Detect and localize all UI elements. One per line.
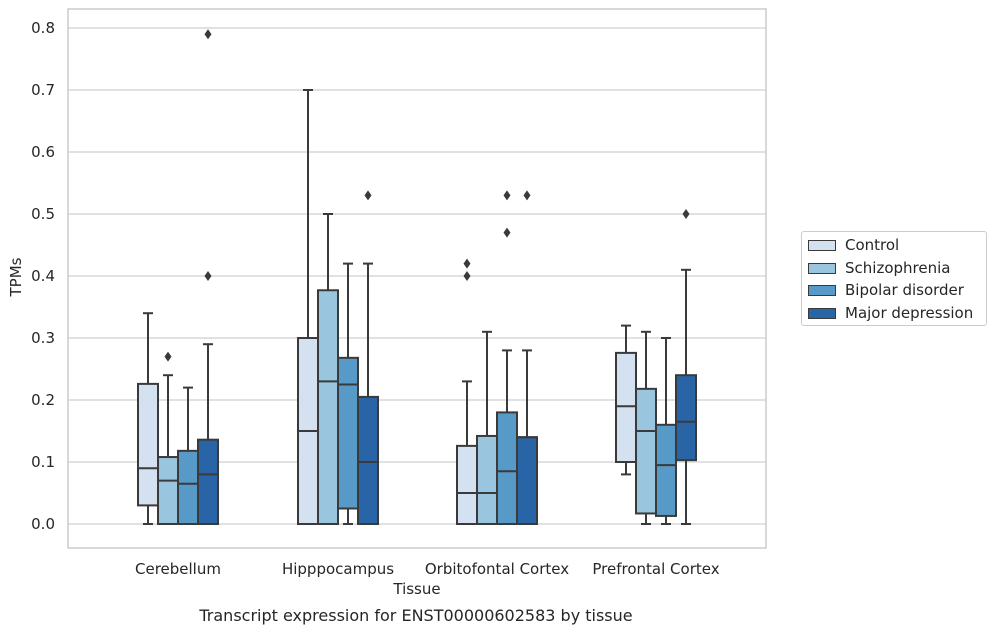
outlier-marker bbox=[364, 190, 372, 201]
box bbox=[177, 449, 199, 525]
box bbox=[615, 351, 637, 464]
legend-swatch-depression bbox=[808, 307, 836, 319]
box bbox=[157, 456, 179, 526]
outlier-marker bbox=[463, 258, 471, 269]
legend-label-depression: Major depression bbox=[845, 304, 974, 322]
box bbox=[675, 374, 697, 462]
box bbox=[317, 289, 339, 526]
box bbox=[516, 436, 538, 526]
y-tick-label: 0.3 bbox=[31, 329, 55, 347]
outlier-marker bbox=[503, 227, 511, 238]
box bbox=[655, 423, 677, 517]
x-axis-label: Tissue bbox=[393, 580, 441, 598]
box bbox=[137, 382, 159, 507]
x-tick-label: Prefrontal Cortex bbox=[592, 560, 719, 578]
outlier-marker bbox=[204, 271, 212, 281]
box bbox=[357, 395, 379, 525]
box bbox=[456, 444, 478, 526]
legend-swatch-bipolar bbox=[808, 284, 836, 296]
y-tick-label: 0.6 bbox=[31, 143, 55, 161]
x-tick-label: Orbitofontal Cortex bbox=[425, 560, 569, 578]
legend: Control Schizophrenia Bipolar disorder M… bbox=[801, 231, 987, 326]
legend-swatch-control bbox=[808, 239, 836, 251]
x-tick-label: Hipppocampus bbox=[282, 560, 394, 578]
legend-item-bipolar: Bipolar disorder bbox=[808, 281, 964, 299]
box bbox=[337, 356, 359, 510]
y-tick-label: 0.0 bbox=[31, 515, 55, 533]
outlier-marker bbox=[164, 351, 172, 362]
y-tick-label: 0.2 bbox=[31, 391, 55, 409]
y-tick-label: 0.4 bbox=[31, 267, 55, 285]
y-tick-label: 0.7 bbox=[31, 81, 55, 99]
box bbox=[496, 411, 518, 525]
outlier-marker bbox=[682, 209, 690, 219]
outlier-marker bbox=[523, 190, 531, 201]
legend-label-bipolar: Bipolar disorder bbox=[845, 281, 964, 299]
y-axis-label: TPMs bbox=[7, 257, 25, 297]
figure-caption: Transcript expression for ENST0000060258… bbox=[199, 606, 633, 625]
legend-label-control: Control bbox=[845, 236, 900, 254]
legend-swatch-schizophrenia bbox=[808, 262, 836, 274]
box bbox=[197, 438, 219, 525]
box bbox=[476, 434, 498, 525]
legend-item-schizophrenia: Schizophrenia bbox=[808, 259, 950, 277]
y-tick-label: 0.1 bbox=[31, 453, 55, 471]
box bbox=[635, 387, 657, 515]
x-tick-label: Cerebellum bbox=[135, 560, 221, 578]
outlier-marker bbox=[463, 271, 471, 281]
outlier-marker bbox=[503, 190, 511, 201]
y-tick-label: 0.8 bbox=[31, 19, 55, 37]
legend-item-depression: Major depression bbox=[808, 304, 973, 322]
y-tick-label: 0.5 bbox=[31, 205, 55, 223]
legend-item-control: Control bbox=[808, 236, 899, 254]
legend-label-schizophrenia: Schizophrenia bbox=[845, 259, 951, 277]
outlier-marker bbox=[204, 29, 212, 40]
